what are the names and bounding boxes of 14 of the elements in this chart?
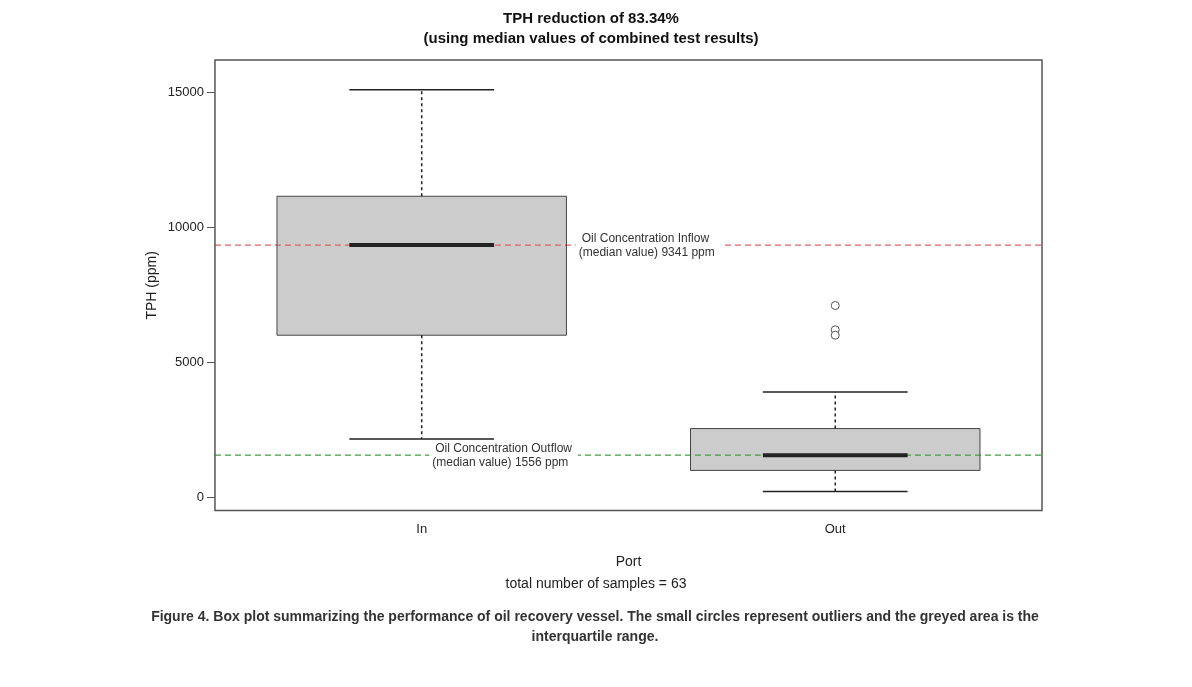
chart-title: TPH reduction of 83.34% bbox=[503, 9, 679, 27]
y-tick-label: 5000 bbox=[175, 353, 204, 369]
chart-subtitle: (using median values of combined test results) bbox=[423, 29, 759, 47]
ref-line-label: Oil Concentration Outflow (median value) 1556 ppm bbox=[432, 441, 573, 470]
y-tick-label: 15000 bbox=[167, 83, 204, 99]
y-axis-title: TPH (ppm) bbox=[143, 251, 160, 320]
x-axis-title: Port bbox=[615, 553, 642, 570]
x-tick-label: In bbox=[416, 520, 428, 536]
x-tick-label: Out bbox=[824, 520, 847, 536]
caption: Figure 4. Box plot summarizing the performance of oil recovery vessel. The small circles represent outliers and the greyed area is the interquartile range. bbox=[150, 607, 1040, 646]
ref-line-label: Oil Concentration Inflow (median value) 9341 ppm bbox=[578, 231, 715, 260]
y-tick-label: 10000 bbox=[167, 218, 204, 234]
text: total number of samples = 63 bbox=[504, 575, 688, 591]
y-tick-label: 0 bbox=[196, 488, 204, 504]
